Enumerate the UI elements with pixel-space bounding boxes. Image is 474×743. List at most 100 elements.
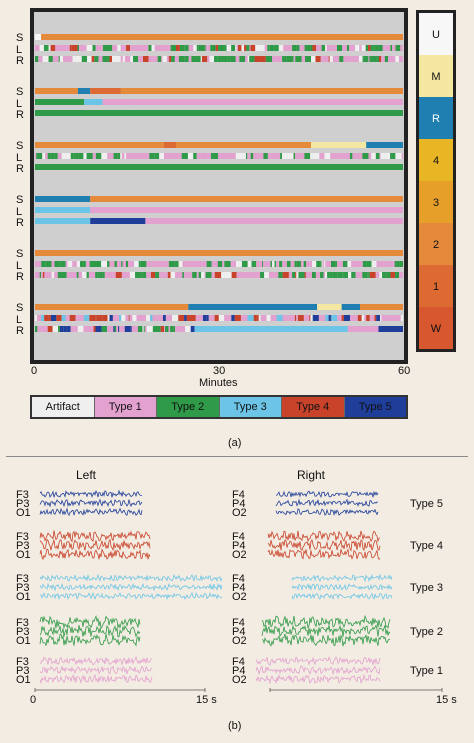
right-title: Right — [297, 468, 326, 482]
row-label-s-2: S — [16, 86, 24, 98]
stage-swatch-2 — [419, 223, 453, 265]
legend-type5: Type 5 — [344, 397, 406, 417]
stage-scale: U M R 4 3 2 1 W — [416, 10, 456, 352]
left-ch-f3-2: F3 — [16, 531, 29, 543]
left-title: Left — [76, 468, 97, 482]
segment-g4-s-0 — [35, 196, 91, 202]
segment-g1-s-1 — [41, 34, 403, 40]
trace-type5-left-p3 — [39, 498, 143, 508]
row-label-r-4: R — [16, 217, 24, 229]
trace-type5-left-f3 — [39, 489, 143, 499]
trace-type3-right-o1 — [291, 592, 393, 600]
right-ch-o2-5: O2 — [232, 674, 247, 686]
left-ch-f3-5: F3 — [16, 656, 29, 668]
segment-g2-l-1 — [84, 99, 103, 105]
row-label-s-4: S — [16, 194, 24, 206]
trace-type4-left-f3 — [39, 530, 151, 543]
left-ch-p3-2: P3 — [16, 540, 29, 552]
trace-type1-right-p3 — [255, 665, 381, 676]
stage-swatch-1 — [419, 265, 453, 307]
right-ch-p4-3: P4 — [232, 582, 245, 594]
row-label-l-1: L — [16, 43, 23, 56]
segment-g4-s-1 — [90, 196, 403, 202]
trace-type4-right-p3 — [267, 539, 381, 552]
legend-type2: Type 2 — [157, 397, 220, 417]
trace-type1-right-f3 — [255, 656, 381, 666]
legend-type4: Type 4 — [282, 397, 345, 417]
right-ch-p4-4: P4 — [232, 626, 245, 638]
segment-g3-r-0 — [35, 164, 403, 170]
trace-type2-left-f3 — [39, 614, 141, 630]
trace-type4-left-o1 — [39, 548, 151, 561]
segment-g4-r-2 — [145, 218, 403, 224]
left-ch-f3-1: F3 — [16, 489, 29, 501]
row-label-s-6: S — [16, 302, 24, 314]
segment-g6-s-0 — [35, 304, 189, 310]
left-ch-f3-4: F3 — [16, 617, 29, 629]
x-tick-0: 0 — [31, 365, 38, 377]
left-ch-o1-3: O1 — [16, 591, 31, 603]
row-label-r-6: R — [16, 325, 24, 337]
stage-swatch-u — [419, 13, 453, 55]
eeg-x-tick-0: 0 — [30, 694, 37, 706]
trace-type2-left-p3 — [39, 625, 141, 638]
left-ch-o1-4: O1 — [16, 635, 31, 647]
legend-type3: Type 3 — [219, 397, 282, 417]
stage-label-2: 2 — [433, 239, 439, 251]
left-ch-p3-4: P3 — [16, 626, 29, 638]
eeg-traces: F3 F4 P3 P4 O1 O2 Type 5 F3 F4 P3 P4 O1 O2 Type 4 F3 F4… — [16, 489, 443, 692]
segment-g1-r-0 — [35, 56, 403, 62]
trace-type3-left-p3 — [39, 582, 223, 592]
segment-g6-s-2 — [317, 304, 342, 310]
type-label-5: Type 1 — [410, 665, 443, 677]
segment-g6-s-4 — [360, 304, 403, 310]
x-axis-label: Minutes — [199, 377, 238, 389]
left-ch-o1-1: O1 — [16, 507, 31, 519]
stage-label-u: U — [432, 29, 440, 41]
row-label-r-5: R — [16, 271, 24, 283]
right-ch-o2-1: O2 — [232, 507, 247, 519]
segment-g2-l-2 — [102, 99, 134, 105]
x-tick-30: 30 — [213, 365, 226, 377]
type-label-2: Type 4 — [410, 540, 443, 552]
segment-g3-s-0 — [35, 142, 164, 148]
stage-swatch-w — [419, 307, 453, 349]
segment-g6-r-0 — [35, 326, 195, 332]
row-label-l-5: L — [16, 259, 23, 272]
row-label-r-1: R — [16, 55, 24, 67]
segment-g4-r-1 — [90, 218, 146, 224]
trace-type4-left-p3 — [39, 538, 151, 552]
left-ch-p3-1: P3 — [16, 498, 29, 510]
segment-g3-s-4 — [366, 142, 403, 148]
trace-type2-right-p3 — [261, 624, 391, 638]
legend-type1: Type 1 — [94, 397, 157, 417]
trace-type5-right-f3 — [275, 490, 379, 499]
stage-label-m: M — [431, 71, 440, 83]
trace-type1-left-p3 — [39, 665, 153, 675]
segment-g6-r-3 — [378, 326, 403, 332]
segment-g3-s-3 — [311, 142, 367, 148]
type-label-3: Type 3 — [410, 582, 443, 594]
chart-area — [34, 12, 404, 360]
trace-type5-right-p3 — [275, 498, 379, 507]
row-label-r-3: R — [16, 163, 24, 175]
hypnogram-chart — [30, 8, 408, 364]
segment-g2-l-0 — [35, 99, 85, 105]
left-ch-o1-2: O1 — [16, 549, 31, 561]
x-tick-60: 60 — [398, 365, 411, 377]
segment-g6-s-1 — [188, 304, 318, 310]
left-ch-p3-3: P3 — [16, 582, 29, 594]
row-label-s-5: S — [16, 248, 24, 260]
right-ch-o2-4: O2 — [232, 635, 247, 647]
segment-g3-s-1 — [163, 142, 177, 148]
left-ch-p3-5: P3 — [16, 665, 29, 677]
right-ch-f4-4: F4 — [232, 617, 245, 629]
left-ch-o1-5: O1 — [16, 674, 31, 686]
divider — [6, 456, 468, 457]
trace-type1-right-o1 — [255, 673, 381, 685]
segment-g5-l-0 — [35, 261, 403, 267]
segment-g6-r-1 — [194, 326, 348, 332]
right-ch-o2-3: O2 — [232, 591, 247, 603]
trace-type3-left-o1 — [39, 591, 223, 601]
row-label-s-1: S — [16, 32, 24, 44]
